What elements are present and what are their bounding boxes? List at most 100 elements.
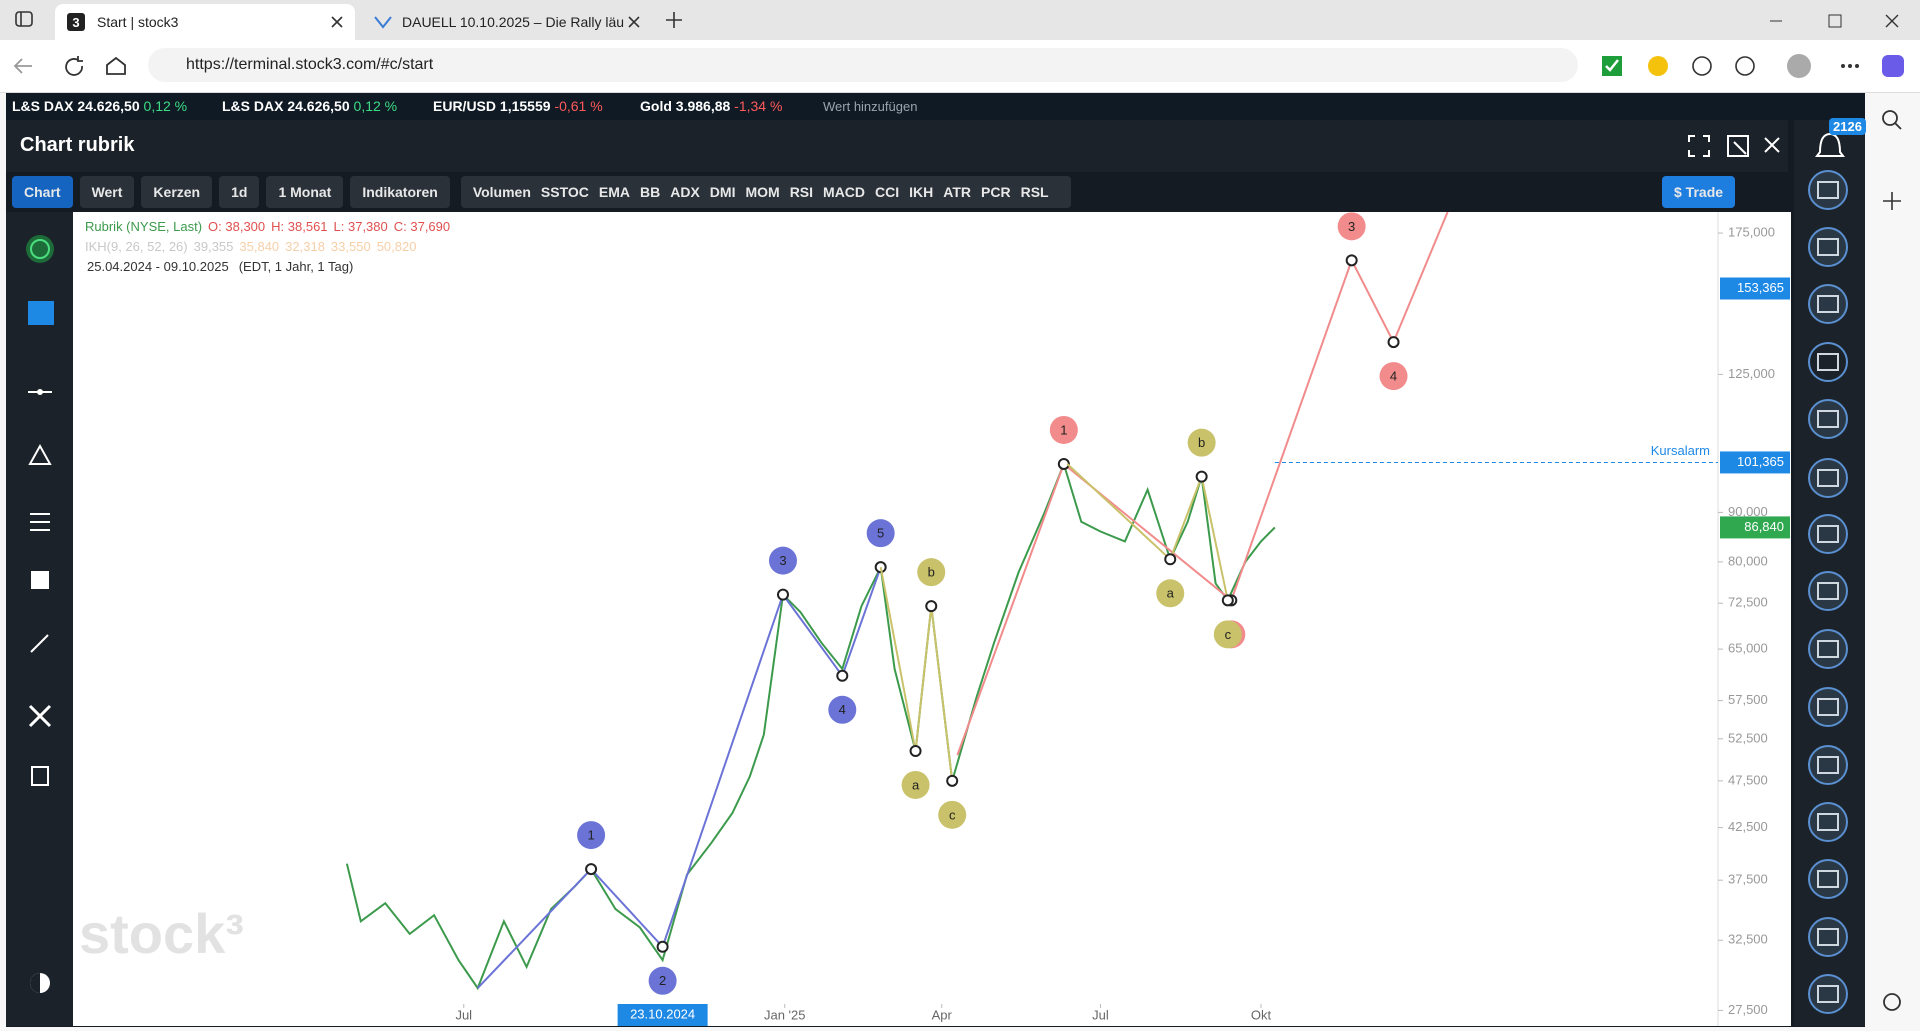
sidebar-icon[interactable] [1808, 917, 1848, 957]
tab[interactable]: DAUELL 10.10.2025 – Die Rally läu [360, 4, 650, 40]
toolbar: Chart Wert Kerzen 1d 1 Monat Indikatoren Volum… [12, 176, 1071, 208]
wave-vertex [1057, 457, 1070, 470]
tab-close[interactable] [331, 16, 343, 28]
ticker-name: L&S DAX [222, 98, 284, 114]
new-tab[interactable] [664, 10, 684, 30]
browser-sidebar[interactable] [1868, 100, 1918, 1020]
toolbar-button[interactable]: 1 Monat [266, 176, 344, 208]
toolbar-button[interactable]: Kerzen [141, 176, 213, 208]
sidebar-icon-glyph [1817, 756, 1839, 774]
price-line [345, 460, 1276, 991]
x-tick-label: Jul [455, 1007, 472, 1022]
tab-close[interactable] [628, 16, 640, 28]
sidebar-icon[interactable] [1808, 514, 1848, 554]
y-tick-label: 175,000 [1728, 225, 1775, 240]
indicator-button[interactable]: Volumen [472, 184, 531, 200]
browser-actions[interactable] [1600, 52, 1910, 80]
sidebar-icon-glyph [1817, 813, 1839, 831]
ticker-item[interactable]: Gold 3.986,88 -1,34 % [640, 93, 782, 120]
alert-label: Kursalarm [1651, 443, 1710, 458]
trade-button[interactable]: $ Trade [1662, 176, 1736, 208]
legend-range-note: (EDT, 1 Jahr, 1 Tag) [239, 259, 354, 274]
sidebar-icon[interactable] [1808, 170, 1848, 210]
sidebar-icon[interactable] [1808, 284, 1848, 324]
indicator-button[interactable]: ADX [670, 184, 700, 200]
indicator-button[interactable]: BB [640, 184, 661, 200]
y-tick-label: 47,500 [1728, 772, 1768, 787]
wave-label-bg [768, 546, 797, 575]
tab[interactable]: 3 Start | stock3 [55, 4, 355, 40]
ticker-price: 3.986,88 [675, 98, 731, 114]
wave-vertex [1195, 470, 1208, 483]
left-sidebar [6, 212, 73, 1026]
window-controls[interactable] [1766, 12, 1916, 30]
wave-label-bg [1187, 428, 1216, 457]
ticker-change: -1,34 % [734, 98, 783, 114]
ticker-item[interactable]: EUR/USD 1,15559 -0,61 % [433, 93, 603, 120]
indicator-button[interactable]: SSTOC [540, 184, 589, 200]
url-field[interactable]: https://terminal.stock3.com/#c/start [148, 48, 1578, 82]
tab-actions-icon[interactable] [14, 10, 36, 30]
x-tick-label: Apr [932, 1007, 953, 1022]
y-tick-label: 90,000 [1728, 504, 1768, 519]
wave-label: 5 [877, 526, 884, 541]
nav-buttons[interactable] [12, 54, 132, 78]
indicator-button[interactable]: MACD [823, 184, 866, 200]
indicator-button[interactable]: RSI [789, 184, 814, 200]
sidebar-icon[interactable] [1808, 974, 1848, 1014]
sidebar-icon[interactable] [1808, 629, 1848, 669]
sidebar-icon[interactable] [1808, 687, 1848, 727]
sidebar-icon[interactable] [1808, 802, 1848, 842]
y-tick-label: 80,000 [1728, 553, 1768, 568]
wave-label-bg [901, 770, 930, 799]
wave-vertex [585, 863, 598, 876]
indicator-button[interactable]: MOM [745, 184, 780, 200]
sidebar-icon-glyph [1817, 525, 1839, 543]
crosshair-tag [617, 1004, 708, 1026]
notification-count: 2126 [1829, 118, 1866, 135]
y-tick-label: 52,500 [1728, 730, 1768, 745]
right-icons[interactable] [1794, 120, 1865, 1026]
indicator-button[interactable]: ATR [943, 184, 972, 200]
toolbar-button[interactable]: Wert [79, 176, 135, 208]
sidebar-icon[interactable] [1808, 227, 1848, 267]
panel-controls[interactable] [1686, 133, 1786, 159]
indicator-button[interactable]: RSL [1020, 184, 1049, 200]
indicator-group: Volumen SSTOC EMA BB ADX DMI MOM RSI MACD CCI IKH A… [460, 176, 1071, 208]
sidebar-icon[interactable] [1808, 859, 1848, 899]
ticker-item[interactable]: L&S DAX 24.626,50 0,12 % [222, 93, 397, 120]
ticker-price: 24.626,50 [77, 98, 140, 114]
wave-vertex [1387, 336, 1400, 349]
toolbar-button[interactable]: 1d [219, 176, 260, 208]
toolbar-button[interactable]: Chart [12, 176, 73, 208]
wave-vertex [1345, 254, 1358, 267]
tab-title: Start | stock3 [97, 14, 179, 30]
sidebar-icon[interactable] [1808, 745, 1848, 785]
right-sidebar: 2126 [1794, 118, 1866, 1026]
indicator-button[interactable]: DMI [709, 184, 736, 200]
price-tag [1720, 451, 1790, 474]
add-value[interactable]: Wert hinzufügen [823, 99, 918, 114]
toolbar-button[interactable]: Indikatoren [350, 176, 450, 208]
indicator-button[interactable]: IKH [909, 184, 934, 200]
wave-label: a [912, 777, 920, 792]
left-icons[interactable] [6, 212, 73, 1026]
ticker-price: 1,15559 [499, 98, 551, 114]
chart: 175,000 125,000 90,000 80,000 72,500 65,000 57… [73, 212, 1791, 1026]
legend-line: IKH(9, 26, 52, 26) 39,355 35,840 32,318 33,5… [85, 239, 416, 254]
sidebar-icon[interactable] [1808, 458, 1848, 498]
wave-label: 2 [659, 973, 666, 988]
ticker-item[interactable]: L&S DAX 24.626,50 0,12 % [12, 93, 187, 120]
indicator-button[interactable]: EMA [598, 184, 630, 200]
sidebar-icon[interactable] [1808, 342, 1848, 382]
price-tag [1720, 516, 1790, 539]
indicator-button[interactable]: PCR [981, 184, 1011, 200]
sidebar-icon[interactable] [1808, 571, 1848, 611]
sidebar-icon-glyph [1817, 985, 1839, 1003]
sidebar-icon[interactable] [1808, 399, 1848, 439]
x-tick-label: Jan '25 [764, 1007, 806, 1022]
indicator-button[interactable]: CCI [875, 184, 900, 200]
wave-label-bg [1337, 212, 1366, 241]
wave-label-bg [1379, 362, 1408, 391]
favicon [374, 16, 392, 29]
